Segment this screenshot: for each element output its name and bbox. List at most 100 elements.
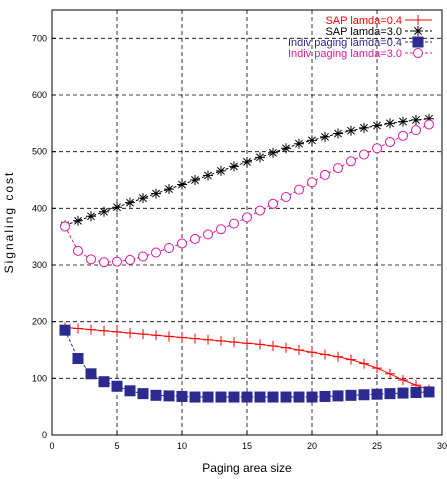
data-point bbox=[190, 233, 200, 244]
series-1 bbox=[60, 113, 434, 231]
y-tick-label: 300 bbox=[32, 260, 47, 270]
data-point bbox=[281, 143, 291, 154]
legend-label: SAP lamda=0.4 bbox=[325, 15, 402, 27]
data-point bbox=[332, 390, 344, 402]
data-point bbox=[202, 391, 214, 403]
data-point bbox=[99, 257, 109, 268]
data-point bbox=[372, 363, 382, 374]
data-point bbox=[203, 170, 213, 181]
data-point bbox=[281, 192, 291, 202]
data-point bbox=[423, 386, 435, 398]
data-point bbox=[320, 169, 330, 180]
data-point bbox=[359, 122, 369, 133]
y-tick-label: 0 bbox=[42, 430, 47, 440]
data-point bbox=[138, 329, 148, 340]
data-point bbox=[333, 163, 343, 174]
legend-marker bbox=[413, 15, 423, 25]
data-point bbox=[216, 335, 226, 346]
data-point bbox=[255, 205, 265, 216]
data-point bbox=[73, 215, 83, 226]
data-point bbox=[229, 337, 239, 348]
x-tick-label: 5 bbox=[114, 441, 119, 451]
x-tick-label: 10 bbox=[177, 441, 187, 451]
data-point bbox=[228, 391, 240, 403]
data-point bbox=[215, 391, 227, 403]
x-tick-label: 0 bbox=[49, 441, 54, 451]
series-2 bbox=[59, 324, 435, 403]
data-point bbox=[229, 218, 239, 229]
x-tick-label: 15 bbox=[242, 441, 252, 451]
data-point bbox=[359, 358, 369, 369]
data-point bbox=[229, 161, 239, 172]
x-tick-label: 20 bbox=[307, 441, 317, 451]
data-point bbox=[73, 245, 83, 256]
data-point bbox=[255, 339, 265, 350]
data-point bbox=[345, 389, 357, 401]
data-point bbox=[397, 387, 409, 399]
data-point bbox=[333, 128, 343, 139]
data-point bbox=[86, 211, 96, 222]
data-point bbox=[346, 125, 356, 136]
data-point bbox=[86, 254, 96, 265]
data-point bbox=[320, 349, 330, 360]
data-point bbox=[125, 197, 135, 208]
data-point bbox=[424, 113, 434, 124]
x-tick-label: 25 bbox=[372, 441, 382, 451]
data-point bbox=[333, 351, 343, 362]
data-point bbox=[306, 391, 318, 403]
data-point bbox=[268, 341, 278, 352]
y-tick-label: 500 bbox=[32, 147, 47, 157]
data-point bbox=[176, 390, 188, 402]
data-point bbox=[358, 389, 370, 401]
y-tick-label: 600 bbox=[32, 90, 47, 100]
data-point bbox=[203, 229, 213, 240]
legend-entry-2: Indiv paging lamda=0.4 bbox=[288, 36, 432, 49]
data-point bbox=[85, 368, 97, 380]
data-point bbox=[254, 391, 266, 403]
data-point bbox=[255, 152, 265, 163]
data-point bbox=[99, 325, 109, 336]
y-tick-label: 200 bbox=[32, 317, 47, 327]
legend-label: SAP lamda=3.0 bbox=[325, 26, 402, 38]
series-0 bbox=[60, 322, 434, 395]
data-point bbox=[281, 342, 291, 353]
data-point bbox=[125, 328, 135, 338]
data-point bbox=[307, 347, 317, 358]
data-point bbox=[138, 251, 148, 262]
data-point bbox=[124, 385, 136, 397]
data-point bbox=[163, 390, 175, 402]
data-point bbox=[112, 256, 122, 267]
data-point bbox=[398, 375, 408, 386]
data-point bbox=[384, 388, 396, 400]
data-point bbox=[125, 254, 135, 265]
data-point bbox=[177, 332, 187, 343]
x-tick-label: 30 bbox=[437, 441, 447, 451]
data-point bbox=[294, 138, 304, 149]
data-point bbox=[398, 116, 408, 127]
data-point bbox=[164, 184, 174, 195]
legend-label: Indiv paging lamda=0.4 bbox=[288, 37, 402, 49]
series-group bbox=[59, 113, 435, 403]
data-point bbox=[137, 388, 149, 400]
data-point bbox=[190, 333, 200, 344]
data-point bbox=[111, 380, 123, 392]
y-axis-title: Signaling cost bbox=[2, 171, 16, 274]
data-point bbox=[59, 324, 71, 336]
data-point bbox=[98, 376, 110, 388]
data-point bbox=[359, 149, 369, 160]
data-point bbox=[60, 221, 70, 232]
legend-marker bbox=[412, 36, 424, 48]
data-point bbox=[268, 198, 278, 209]
data-point bbox=[216, 165, 226, 176]
data-point bbox=[424, 119, 434, 130]
y-tick-label: 400 bbox=[32, 203, 47, 213]
data-point bbox=[411, 125, 421, 136]
legend-marker bbox=[413, 48, 423, 58]
data-point bbox=[280, 391, 292, 403]
data-point bbox=[241, 391, 253, 403]
data-point bbox=[216, 224, 226, 235]
data-point bbox=[410, 387, 422, 398]
data-point bbox=[151, 188, 161, 199]
